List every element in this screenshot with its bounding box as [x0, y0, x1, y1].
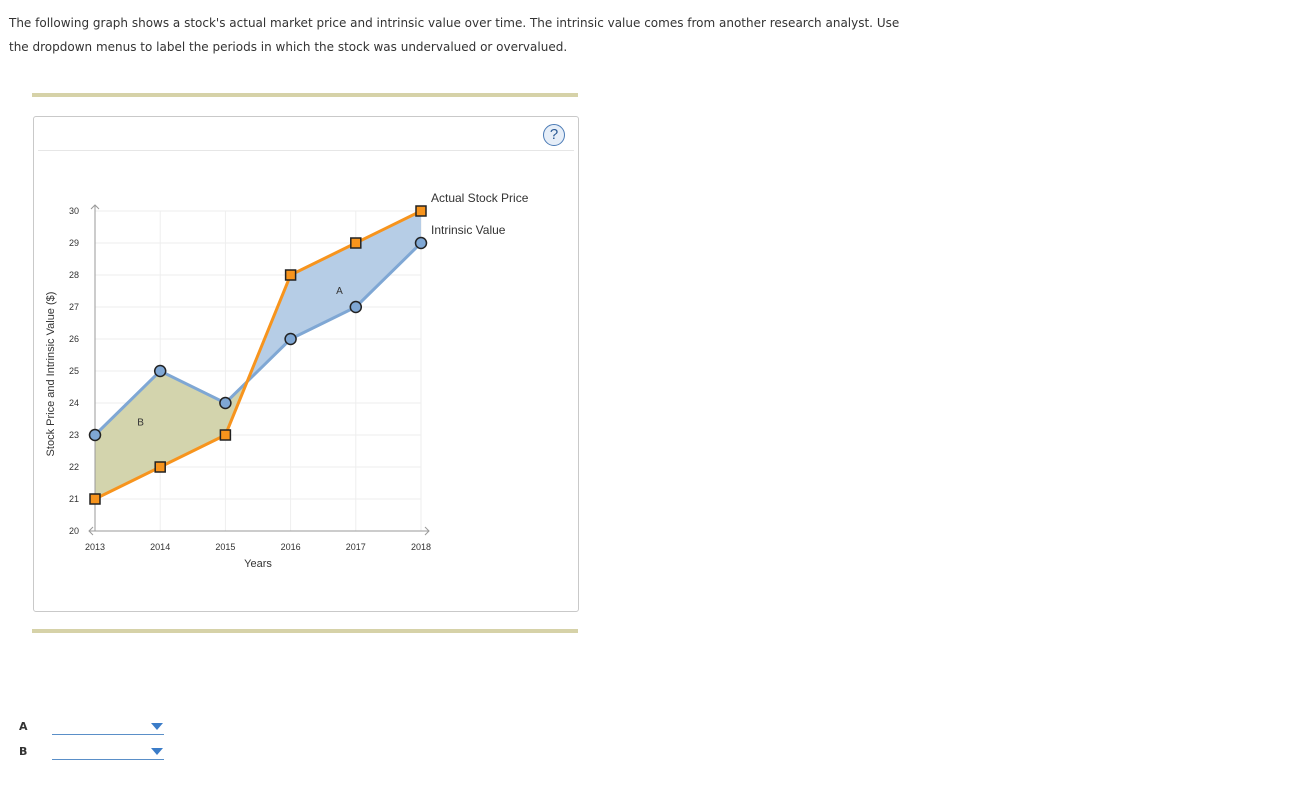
graph-top-rule [32, 93, 578, 97]
y-axis-arrow [90, 204, 100, 210]
y-tick-label: 20 [69, 526, 79, 536]
y-tick-label: 22 [69, 462, 79, 472]
x-tick-label: 2016 [281, 542, 301, 552]
price-point [415, 205, 427, 217]
intrinsic-point [88, 428, 102, 442]
x-tick-label: 2018 [411, 542, 431, 552]
region-b [95, 371, 248, 499]
x-tick-label: 2014 [150, 542, 170, 552]
price-point [284, 269, 297, 281]
legend-label-intrinsic-value: Intrinsic Value [431, 223, 506, 237]
graph-panel: ? [33, 116, 579, 612]
answer-dropdown-a[interactable] [52, 720, 164, 735]
y-tick-label: 23 [69, 430, 79, 440]
y-tick-label: 24 [69, 398, 79, 408]
help-icon[interactable]: ? [543, 124, 565, 146]
chevron-down-icon[interactable] [151, 748, 163, 755]
x-tick-label: 2015 [215, 542, 235, 552]
price-point [154, 461, 166, 473]
intrinsic-point [284, 332, 297, 346]
price-point [89, 493, 101, 505]
x-axis-right-arrow [424, 526, 430, 536]
question-prompt: The following graph shows a stock's actu… [9, 11, 939, 59]
y-tick-label: 27 [69, 302, 79, 312]
intrinsic-point [349, 300, 363, 314]
region-label-a: A [336, 286, 343, 297]
y-axis-title: Stock Price and Intrinsic Value ($) [45, 292, 57, 457]
y-tick-label: 26 [69, 334, 79, 344]
x-tick-label: 2013 [85, 542, 105, 552]
x-axis-left-arrow [88, 526, 94, 536]
y-tick-label: 28 [69, 270, 79, 280]
region-label-b: B [137, 417, 144, 428]
prompt-line-1: The following graph shows a stock's actu… [9, 16, 900, 30]
intrinsic-point [153, 364, 167, 378]
chevron-down-icon[interactable] [151, 723, 163, 730]
legend-label-actual-stock-price: Actual Stock Price [431, 191, 529, 205]
intrinsic-point [414, 236, 428, 250]
price-point [350, 237, 362, 249]
series-line-actual-stock-price [94, 209, 422, 501]
graph-bottom-rule [32, 629, 578, 633]
prompt-line-2: the dropdown menus to label the periods … [9, 40, 568, 54]
y-tick-label: 30 [69, 206, 79, 216]
answer-letter-a: A [19, 720, 28, 733]
y-tick-label: 21 [69, 494, 79, 504]
x-tick-label: 2017 [346, 542, 366, 552]
answer-letter-b: B [19, 745, 28, 758]
series-line-intrinsic-value [93, 241, 423, 437]
panel-header-divider [38, 150, 574, 151]
intrinsic-point [219, 396, 232, 410]
y-tick-label: 29 [69, 238, 79, 248]
y-tick-label: 25 [69, 366, 79, 376]
answer-dropdown-b[interactable] [52, 745, 164, 760]
region-a [247, 211, 421, 382]
x-axis-title: Years [244, 558, 272, 570]
price-point [219, 429, 232, 441]
